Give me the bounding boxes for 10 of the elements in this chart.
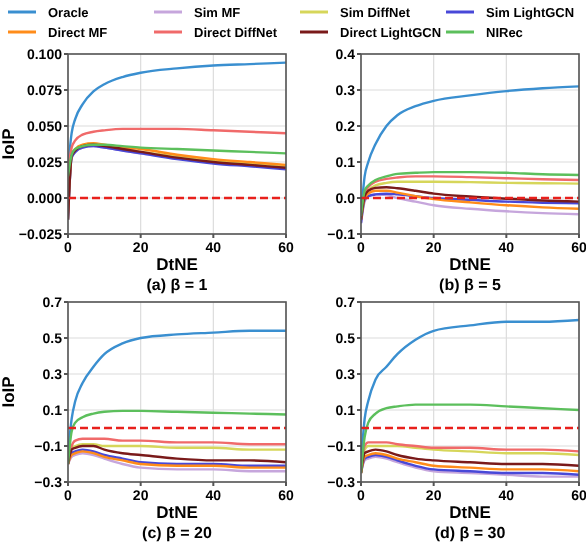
x-axis-title: DtNE xyxy=(156,502,199,522)
x-axis-title: DtNE xyxy=(156,254,199,274)
y-axis-title: IoIP xyxy=(0,127,18,160)
x-axis-title: DtNE xyxy=(449,254,492,274)
x-axis-title: DtNE xyxy=(449,502,492,522)
text: (c) β = 20 xyxy=(142,524,213,542)
text: (b) β = 5 xyxy=(439,276,502,294)
y-axis-title: IoIP xyxy=(0,375,18,408)
text: (a) β = 1 xyxy=(146,276,209,294)
text: (d) β = 30 xyxy=(434,524,507,542)
